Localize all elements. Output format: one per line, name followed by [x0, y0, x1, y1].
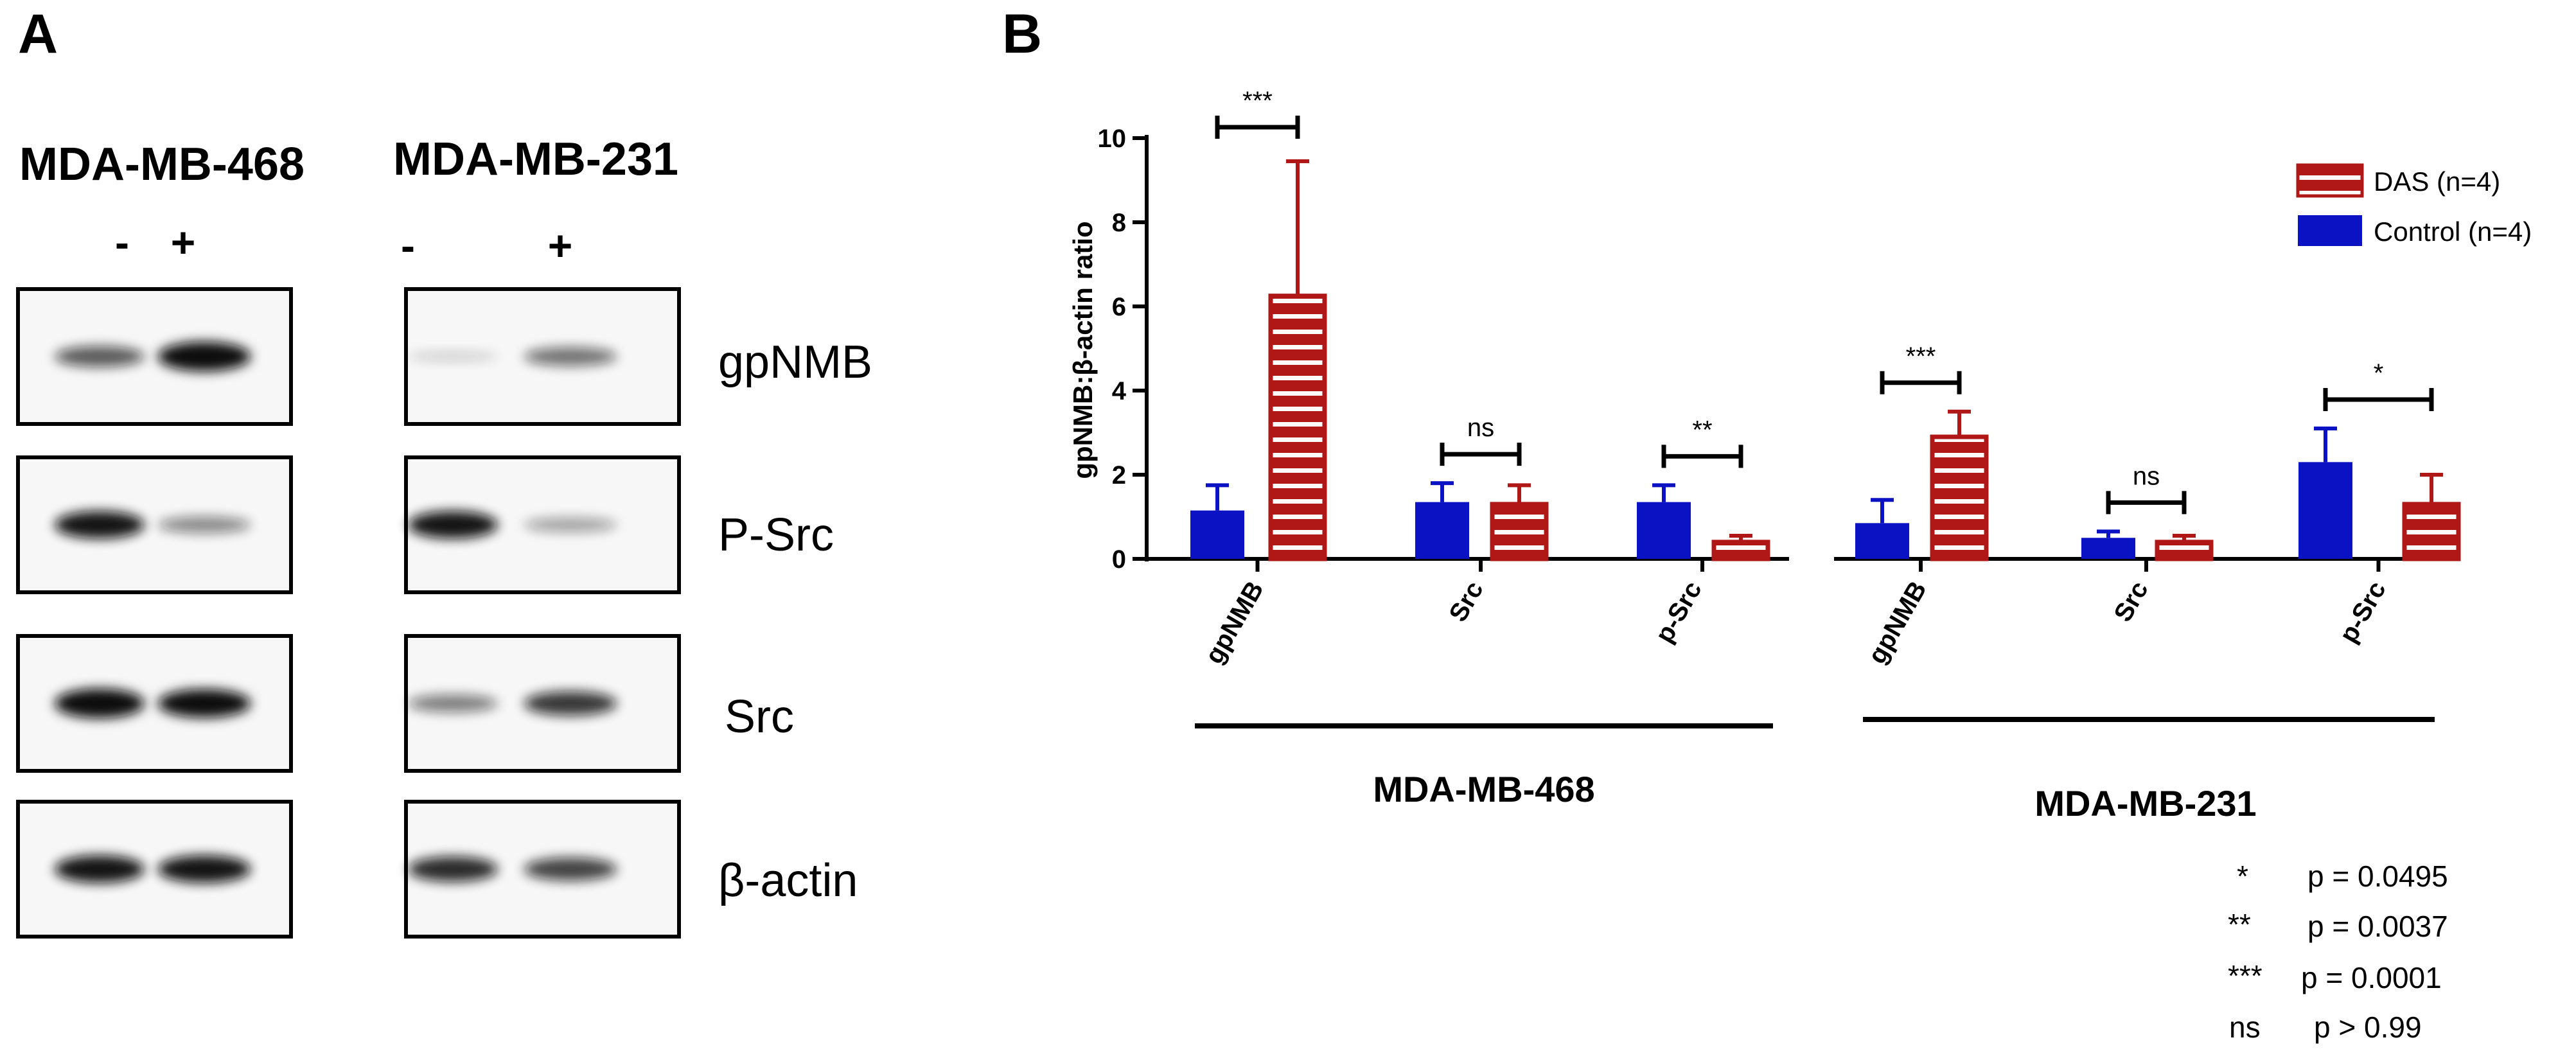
pvalue-text-4: p > 0.99	[2314, 1010, 2422, 1044]
category-labels: gpNMB Src p-Src gpNMB Src p-Src	[1200, 577, 2392, 669]
category-label-1-0: gpNMB	[1863, 577, 1932, 669]
sig-label-0-0: ***	[1242, 87, 1273, 115]
cell-line-title-468: MDA-MB-468	[19, 139, 304, 190]
bar-das-1-1	[2155, 540, 2214, 561]
pvalue-text-2: p = 0.0037	[2307, 910, 2448, 943]
legend-swatch-das	[2296, 163, 2364, 198]
blot-band-0-src-lane1	[157, 689, 251, 718]
bar-control-0-0	[1190, 510, 1244, 559]
bar-das-1-0	[1930, 434, 1989, 561]
pvalue-text-3: p = 0.0001	[2301, 961, 2442, 994]
legend-label-das: DAS (n=4)	[2374, 166, 2500, 197]
sig-label-0-2: **	[1692, 416, 1712, 444]
legend-label-control: Control (n=4)	[2374, 216, 2532, 247]
cell-line-title-231: MDA-MB-231	[393, 134, 678, 185]
category-label-1-2: p-Src	[2334, 577, 2392, 648]
blot-band-0-beta-actin-lane1	[157, 855, 251, 883]
sig-label-1-2: *	[2374, 359, 2384, 387]
blot-band-1-p-src-lane1	[524, 517, 617, 533]
category-label-0-0: gpNMB	[1200, 577, 1269, 669]
western-blots	[16, 287, 681, 939]
y-tick-label-4: 4	[1112, 377, 1127, 405]
bar-das-1-2	[2402, 502, 2461, 561]
pvalue-text-1: p = 0.0495	[2307, 860, 2448, 893]
y-tick-label-0: 0	[1112, 545, 1126, 574]
bar-das-0-1	[1490, 502, 1549, 561]
pvalue-mark-1: *	[2237, 860, 2248, 893]
panel-a: A MDA-MB-468 MDA-MB-231 - + - + gpNMB P-…	[16, 3, 872, 939]
protein-label-p-src: P-Src	[718, 509, 834, 561]
protein-label-gpnmb: gpNMB	[718, 337, 872, 388]
legend-swatch-control	[2298, 215, 2362, 246]
category-label-1-1: Src	[2108, 577, 2153, 627]
blot-band-0-p-src-lane1	[157, 516, 251, 533]
blot-band-0-src-lane0	[55, 688, 145, 719]
pvalue-mark-3: ***	[2228, 959, 2263, 992]
y-tick-label-8: 8	[1112, 209, 1126, 237]
group-label-468: MDA-MB-468	[1373, 769, 1594, 809]
y-tick-label-6: 6	[1112, 293, 1126, 321]
bar-control-1-0	[1855, 523, 1909, 559]
sig-label-0-1: ns	[1467, 414, 1494, 442]
y-tick-label-2: 2	[1112, 461, 1126, 489]
blot-band-0-beta-actin-lane0	[55, 855, 145, 883]
bar-control-0-1	[1415, 502, 1469, 559]
bar-control-0-2	[1637, 502, 1691, 559]
pvalue-mark-2: **	[2228, 908, 2251, 941]
sig-label-1-1: ns	[2133, 462, 2160, 490]
protein-label-beta-actin: β-actin	[718, 855, 858, 906]
panel-b-letter: B	[1002, 3, 1042, 65]
panel-a-letter: A	[18, 3, 58, 65]
pvalue-mark-4: ns	[2229, 1010, 2261, 1044]
lane-minus-468: -	[115, 218, 129, 266]
blot-band-1-beta-actin-lane0	[408, 856, 498, 882]
blot-band-1-beta-actin-lane1	[524, 857, 617, 881]
y-tick-label-10: 10	[1098, 125, 1127, 153]
blot-band-1-src-lane1	[524, 691, 617, 716]
bar-control-1-1	[2081, 538, 2135, 559]
bar-das-0-2	[1711, 540, 1770, 561]
sig-label-1-0: ***	[1906, 342, 1936, 371]
blot-band-0-gpnmb-lane0	[55, 346, 145, 367]
y-axis-label: gpNMB:β-actin ratio	[1068, 221, 1098, 479]
blot-band-1-src-lane0	[408, 694, 498, 712]
bar-das-0-0	[1268, 294, 1327, 561]
group-label-231: MDA-MB-231	[2034, 783, 2256, 824]
blot-band-0-p-src-lane0	[55, 511, 145, 539]
pvalue-key: * p = 0.0495 ** p = 0.0037 *** p = 0.000…	[2228, 860, 2448, 1044]
blot-band-0-gpnmb-lane1	[157, 341, 251, 372]
category-label-0-1: Src	[1443, 577, 1488, 627]
legend: DAS (n=4) Control (n=4)	[2296, 163, 2532, 247]
chart-bars	[1190, 159, 2461, 561]
protein-label-src: Src	[725, 691, 794, 743]
blot-band-1-p-src-lane0	[408, 511, 498, 539]
blot-band-1-gpnmb-lane1	[524, 347, 617, 366]
significance-marks: ***ns *****ns*	[1215, 87, 2434, 515]
category-label-0-2: p-Src	[1650, 577, 1707, 648]
lane-plus-231: +	[548, 222, 573, 269]
lane-plus-468: +	[171, 218, 196, 266]
lane-minus-231: -	[401, 222, 415, 269]
bar-control-1-2	[2298, 462, 2352, 559]
blot-band-1-gpnmb-lane0	[408, 351, 498, 362]
